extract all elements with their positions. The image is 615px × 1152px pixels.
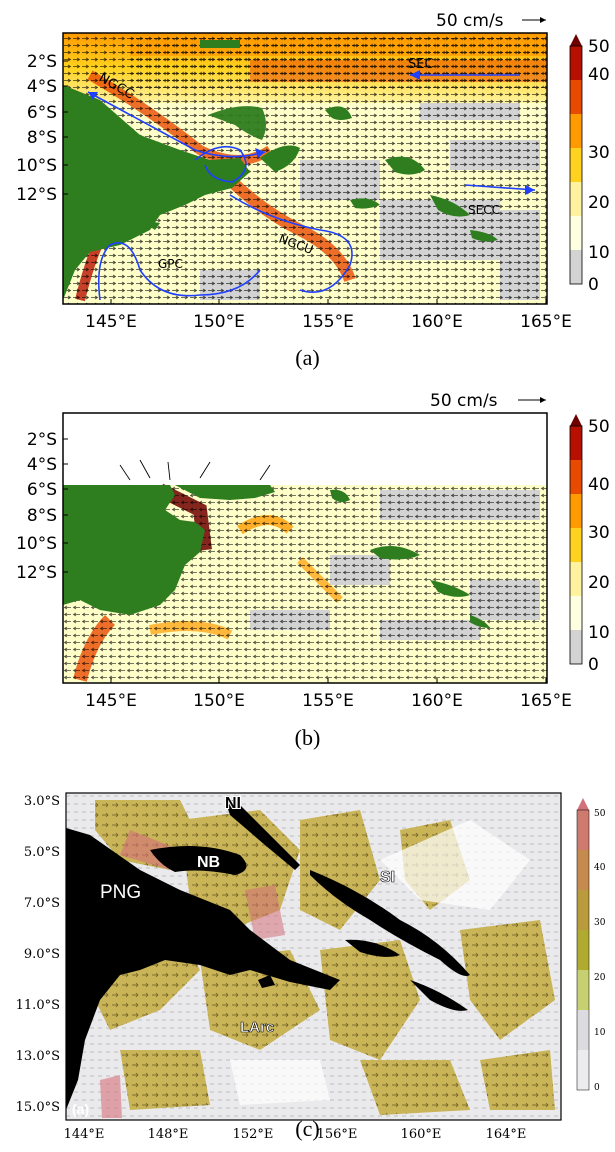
panel-a-currents xyxy=(87,74,536,301)
svg-text:15.0°S: 15.0°S xyxy=(16,1100,60,1115)
panel-b: 2°S 4°S 6°S 8°S 10°S 12°S 145°E 150°E 15… xyxy=(0,380,615,750)
svg-text:0: 0 xyxy=(588,655,599,675)
panel-b-x-ticks: 145°E 150°E 155°E 160°E 165°E xyxy=(85,678,572,711)
panel-c-x-ticks: 144°E 148°E 152°E 156°E 160°E 164°E xyxy=(64,1127,527,1142)
svg-text:9.0°S: 9.0°S xyxy=(24,947,60,962)
svg-text:145°E: 145°E xyxy=(85,691,137,711)
svg-text:8°S: 8°S xyxy=(27,506,57,526)
svg-text:152°E: 152°E xyxy=(233,1127,274,1142)
panel-a-current-arrowheads xyxy=(88,70,535,195)
svg-text:0: 0 xyxy=(594,1083,600,1093)
svg-text:50: 50 xyxy=(588,417,610,437)
caption-c: (c) xyxy=(295,1116,320,1141)
svg-text:5.0°S: 5.0°S xyxy=(24,845,60,860)
svg-text:0: 0 xyxy=(588,275,599,295)
svg-text:160°E: 160°E xyxy=(411,691,463,711)
svg-text:2°S: 2°S xyxy=(27,430,57,450)
svg-text:8°S: 8°S xyxy=(27,128,57,148)
panel-c-y-ticks: 3.0°S 5.0°S 7.0°S 9.0°S 11.0°S 13.0°S 15… xyxy=(16,794,60,1115)
svg-text:40: 40 xyxy=(588,475,610,495)
panel-c-colorbar: 50 40 30 20 10 0 xyxy=(576,798,606,1093)
svg-text:6°S: 6°S xyxy=(27,480,57,500)
svg-text:12°S: 12°S xyxy=(16,185,57,205)
label-sec: SEC xyxy=(408,57,434,72)
panel-b-land xyxy=(63,485,490,628)
svg-text:144°E: 144°E xyxy=(64,1127,105,1142)
svg-text:150°E: 150°E xyxy=(193,312,245,332)
label-ni: NI xyxy=(225,795,241,812)
svg-text:30: 30 xyxy=(588,523,610,543)
caption-b: (b) xyxy=(294,725,321,750)
label-secc: SECC xyxy=(468,203,500,217)
svg-text:160°E: 160°E xyxy=(401,1127,442,1142)
caption-a: (a) xyxy=(295,345,320,370)
panel-a-x-ticks: 145°E 150°E 155°E 160°E 165°E xyxy=(85,299,572,332)
svg-text:4°S: 4°S xyxy=(27,455,57,475)
panel-a-y-ticks: 2°S 4°S 6°S 8°S 10°S 12°S xyxy=(16,52,68,205)
svg-text:6°S: 6°S xyxy=(27,103,57,123)
svg-text:50 cm/s: 50 cm/s xyxy=(430,391,498,411)
label-gpc: GPC xyxy=(158,257,183,271)
panel-b-frame xyxy=(62,412,548,684)
svg-text:3.0°S: 3.0°S xyxy=(24,794,60,809)
svg-text:165°E: 165°E xyxy=(520,312,572,332)
svg-text:156°E: 156°E xyxy=(317,1127,358,1142)
svg-text:165°E: 165°E xyxy=(520,691,572,711)
svg-text:155°E: 155°E xyxy=(302,312,354,332)
label-nb: NB xyxy=(197,854,220,871)
svg-text:40: 40 xyxy=(588,65,610,85)
svg-text:164°E: 164°E xyxy=(486,1127,527,1142)
panel-a: SEC NGCC SECC NGCU GPC 2°S 4°S 6°S 8°S 1… xyxy=(0,0,615,370)
panel-b-colorbar: 50 40 30 20 10 0 xyxy=(569,414,610,675)
svg-text:10°S: 10°S xyxy=(16,156,57,176)
svg-text:2°S: 2°S xyxy=(27,52,57,72)
label-inset: (a) xyxy=(72,1101,89,1117)
panel-a-frame xyxy=(62,32,548,305)
panel-a-map: SEC NGCC SECC NGCU GPC 2°S 4°S 6°S 8°S 1… xyxy=(16,11,610,332)
label-si: SI xyxy=(380,869,395,886)
svg-text:20: 20 xyxy=(594,973,606,983)
svg-text:155°E: 155°E xyxy=(302,691,354,711)
svg-text:10°S: 10°S xyxy=(16,534,57,554)
panel-a-scale: 50 cm/s xyxy=(436,11,546,31)
svg-text:11.0°S: 11.0°S xyxy=(16,998,60,1013)
panel-c-map: NI NB PNG SI LArc (a) 3.0°S 5.0°S 7.0°S … xyxy=(16,792,606,1142)
svg-text:50: 50 xyxy=(588,37,610,57)
svg-text:30: 30 xyxy=(588,143,610,163)
svg-text:20: 20 xyxy=(588,193,610,213)
panel-b-y-ticks: 2°S 4°S 6°S 8°S 10°S 12°S xyxy=(16,430,68,583)
svg-text:4°S: 4°S xyxy=(27,77,57,97)
svg-text:145°E: 145°E xyxy=(85,312,137,332)
svg-text:13.0°S: 13.0°S xyxy=(16,1049,60,1064)
svg-text:40: 40 xyxy=(594,863,606,873)
svg-text:50 cm/s: 50 cm/s xyxy=(436,11,504,31)
panel-b-scale: 50 cm/s xyxy=(430,391,546,411)
svg-text:7.0°S: 7.0°S xyxy=(24,896,60,911)
svg-text:10: 10 xyxy=(594,1028,606,1038)
svg-text:20: 20 xyxy=(588,573,610,593)
panel-c-land xyxy=(66,800,470,1110)
label-larc: LArc xyxy=(240,1019,274,1036)
svg-text:10: 10 xyxy=(588,243,610,263)
panel-b-map: 2°S 4°S 6°S 8°S 10°S 12°S 145°E 150°E 15… xyxy=(16,391,610,711)
panel-a-colorbar: 50 40 30 20 10 0 xyxy=(569,34,610,295)
svg-text:10: 10 xyxy=(588,623,610,643)
svg-text:12°S: 12°S xyxy=(16,563,57,583)
svg-text:30: 30 xyxy=(594,918,606,928)
svg-text:50: 50 xyxy=(594,809,606,819)
panel-c: NI NB PNG SI LArc (a) 3.0°S 5.0°S 7.0°S … xyxy=(0,760,615,1148)
svg-text:148°E: 148°E xyxy=(148,1127,189,1142)
svg-text:150°E: 150°E xyxy=(193,691,245,711)
label-png: PNG xyxy=(100,882,141,903)
svg-text:160°E: 160°E xyxy=(411,312,463,332)
panel-c-frame xyxy=(65,792,562,1121)
